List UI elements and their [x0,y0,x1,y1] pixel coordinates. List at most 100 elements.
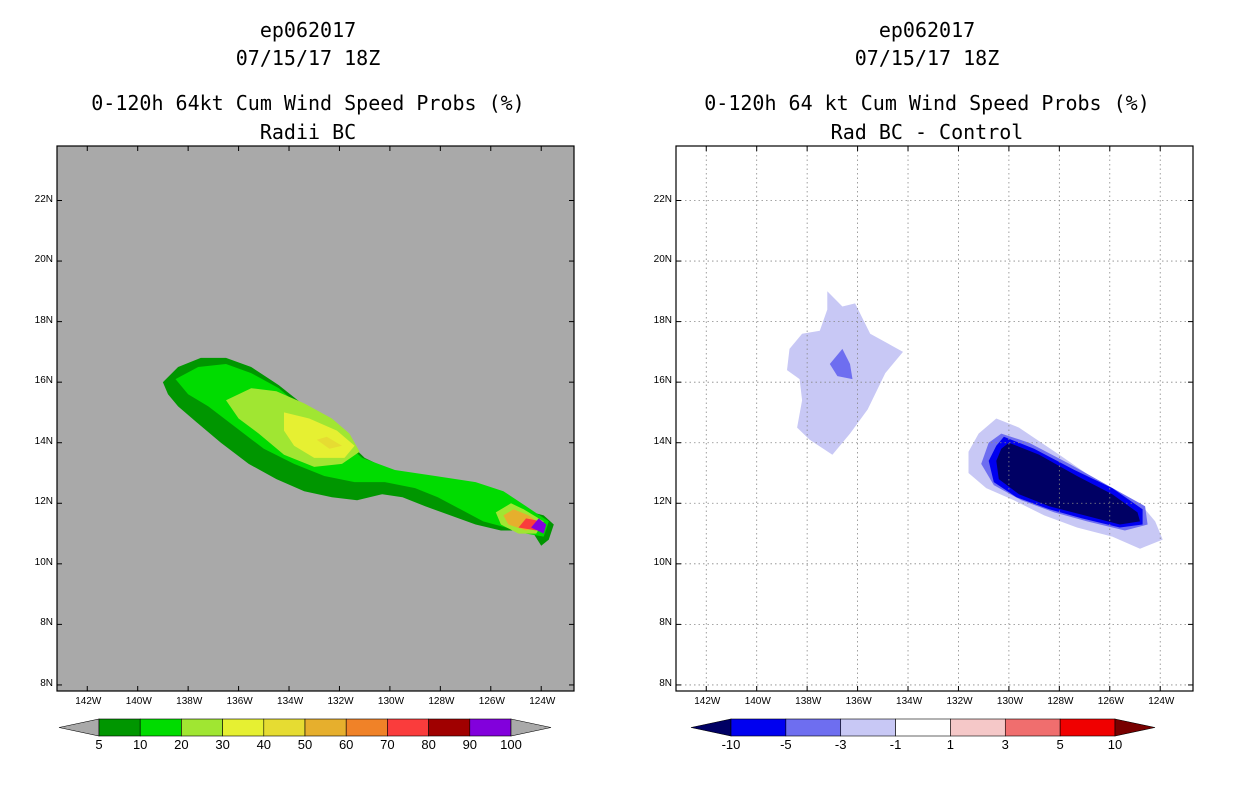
left-contour-40-4 [316,436,342,449]
left-ytick-label-5: 16N [34,375,53,387]
right-colorbar-label-0: -10 [721,737,741,752]
right-xtick-label-7: 128W [1047,696,1074,707]
left-colorbar-swatch-3 [222,718,265,737]
right-xtick-label-5: 132W [946,696,973,707]
right-ytick-label-7: 20N [653,254,672,266]
left-contour-90-8 [531,518,547,534]
left-colorbar-label-0: 5 [95,737,103,752]
left-title-product: 0-120h 64kt Cum Wind Speed Probs (%) [91,91,525,115]
right-colorbar-label-2: -3 [834,737,847,752]
left-ytick-label-2: 10N [34,556,53,568]
left-xtick-label-7: 128W [428,696,455,707]
right-contour-neg10-5 [996,442,1140,525]
right-colorbar-label-7: 10 [1107,737,1123,752]
left-colorbar-under [58,718,100,737]
left-colorbar-label-7: 70 [380,737,395,752]
left-colorbar-label-2: 20 [174,737,189,752]
right-xtick-label-3: 136W [845,696,872,707]
right-map-background [676,146,1193,691]
left-colorbar-swatch-7 [387,718,429,737]
right-colorbar-label-4: 1 [946,737,955,752]
left-title-date: 07/15/17 18Z [235,46,381,70]
left-ytick-label-6: 18N [34,314,53,326]
left-xtick-label-3: 136W [226,696,253,707]
right-ytick-label-2: 10N [653,556,672,568]
right-title-id: ep062017 [878,18,976,42]
left-map-panel [56,145,575,692]
left-xtick-label-9: 124W [529,696,556,707]
left-colorbar-swatch-2 [181,718,223,737]
left-map-frame [56,145,575,692]
left-title-id: ep062017 [259,18,357,42]
left-title-subtitle: Radii BC [259,120,357,144]
left-colorbar-swatch-8 [428,718,471,737]
left-colorbar-over [510,718,552,737]
left-xtick-label-0: 142W [75,696,102,707]
left-colorbar-label-5: 50 [297,737,313,752]
right-colorbar-label-6: 5 [1056,737,1064,752]
right-ytick-label-5: 16N [653,375,672,387]
right-colorbar [690,718,1156,737]
right-xtick-label-6: 130W [996,696,1024,707]
left-colorbar-label-6: 60 [338,737,354,752]
left-xtick-label-1: 140W [125,696,152,707]
left-axis-ticks [57,146,574,691]
left-colorbar-swatch-4 [263,718,306,737]
left-ytick-label-3: 12N [34,496,53,508]
right-ytick-label-4: 14N [653,435,672,447]
left-colorbar-label-9: 90 [462,737,478,752]
left-colorbar-label-3: 30 [215,737,230,752]
left-ytick-label-4: 14N [34,435,53,447]
right-colorbar-under [690,718,732,737]
right-colorbar-swatch-1 [785,718,842,737]
right-xtick-label-1: 140W [744,696,771,707]
left-ytick-label-1: 8N [40,617,53,629]
left-colorbar-swatch-0 [98,718,141,737]
left-colorbar-swatch-5 [304,718,347,737]
left-colorbar-label-1: 10 [132,737,148,752]
right-ytick-label-1: 8N [659,617,672,629]
left-xtick-label-5: 132W [327,696,354,707]
right-xtick-label-4: 134W [896,696,923,707]
left-colorbar [58,718,552,737]
right-colorbar-label-3: -1 [889,737,902,752]
right-colorbar-swatch-0 [730,718,787,737]
right-gridlines [676,146,1193,691]
left-xtick-label-6: 130W [377,696,405,707]
left-colorbar-label-4: 40 [256,737,272,752]
right-ytick-label-0: 8N [659,677,672,689]
right-title-subtitle: Rad BC - Control [830,120,1024,144]
left-colorbar-label-10: 100 [500,737,522,752]
right-contours [787,291,1163,549]
right-colorbar-swatch-4 [950,718,1006,737]
left-colorbar-swatch-9 [469,718,512,737]
left-xtick-label-2: 138W [176,696,203,707]
right-colorbar-swatch-3 [895,718,951,737]
right-colorbar-swatch-5 [1004,718,1061,737]
right-colorbar-label-5: 3 [1001,737,1009,752]
left-colorbar-swatch-6 [345,718,388,737]
right-map-panel [675,145,1194,692]
left-xtick-label-4: 134W [277,696,304,707]
left-colorbar-swatch-1 [139,718,182,737]
right-ytick-label-3: 12N [653,496,672,508]
left-xtick-label-8: 126W [478,696,505,707]
right-xtick-label-0: 142W [694,696,721,707]
left-ytick-label-7: 20N [34,254,53,266]
left-colorbar-label-8: 80 [421,737,436,752]
right-colorbar-swatch-6 [1059,718,1116,737]
right-xtick-label-9: 124W [1148,696,1175,707]
right-ytick-label-6: 18N [653,314,672,326]
right-colorbar-swatch-2 [840,718,896,737]
right-title-product: 0-120h 64 kt Cum Wind Speed Probs (%) [704,91,1150,115]
left-contours [162,357,554,546]
left-ytick-label-8: 22N [34,193,53,205]
right-contour-neg3-1 [829,348,853,380]
right-title-date: 07/15/17 18Z [854,46,1000,70]
left-ytick-label-0: 8N [40,677,53,689]
right-map-frame [675,145,1194,692]
right-ytick-label-8: 22N [653,193,672,205]
right-xtick-label-8: 126W [1097,696,1124,707]
right-colorbar-label-1: -5 [780,737,792,752]
